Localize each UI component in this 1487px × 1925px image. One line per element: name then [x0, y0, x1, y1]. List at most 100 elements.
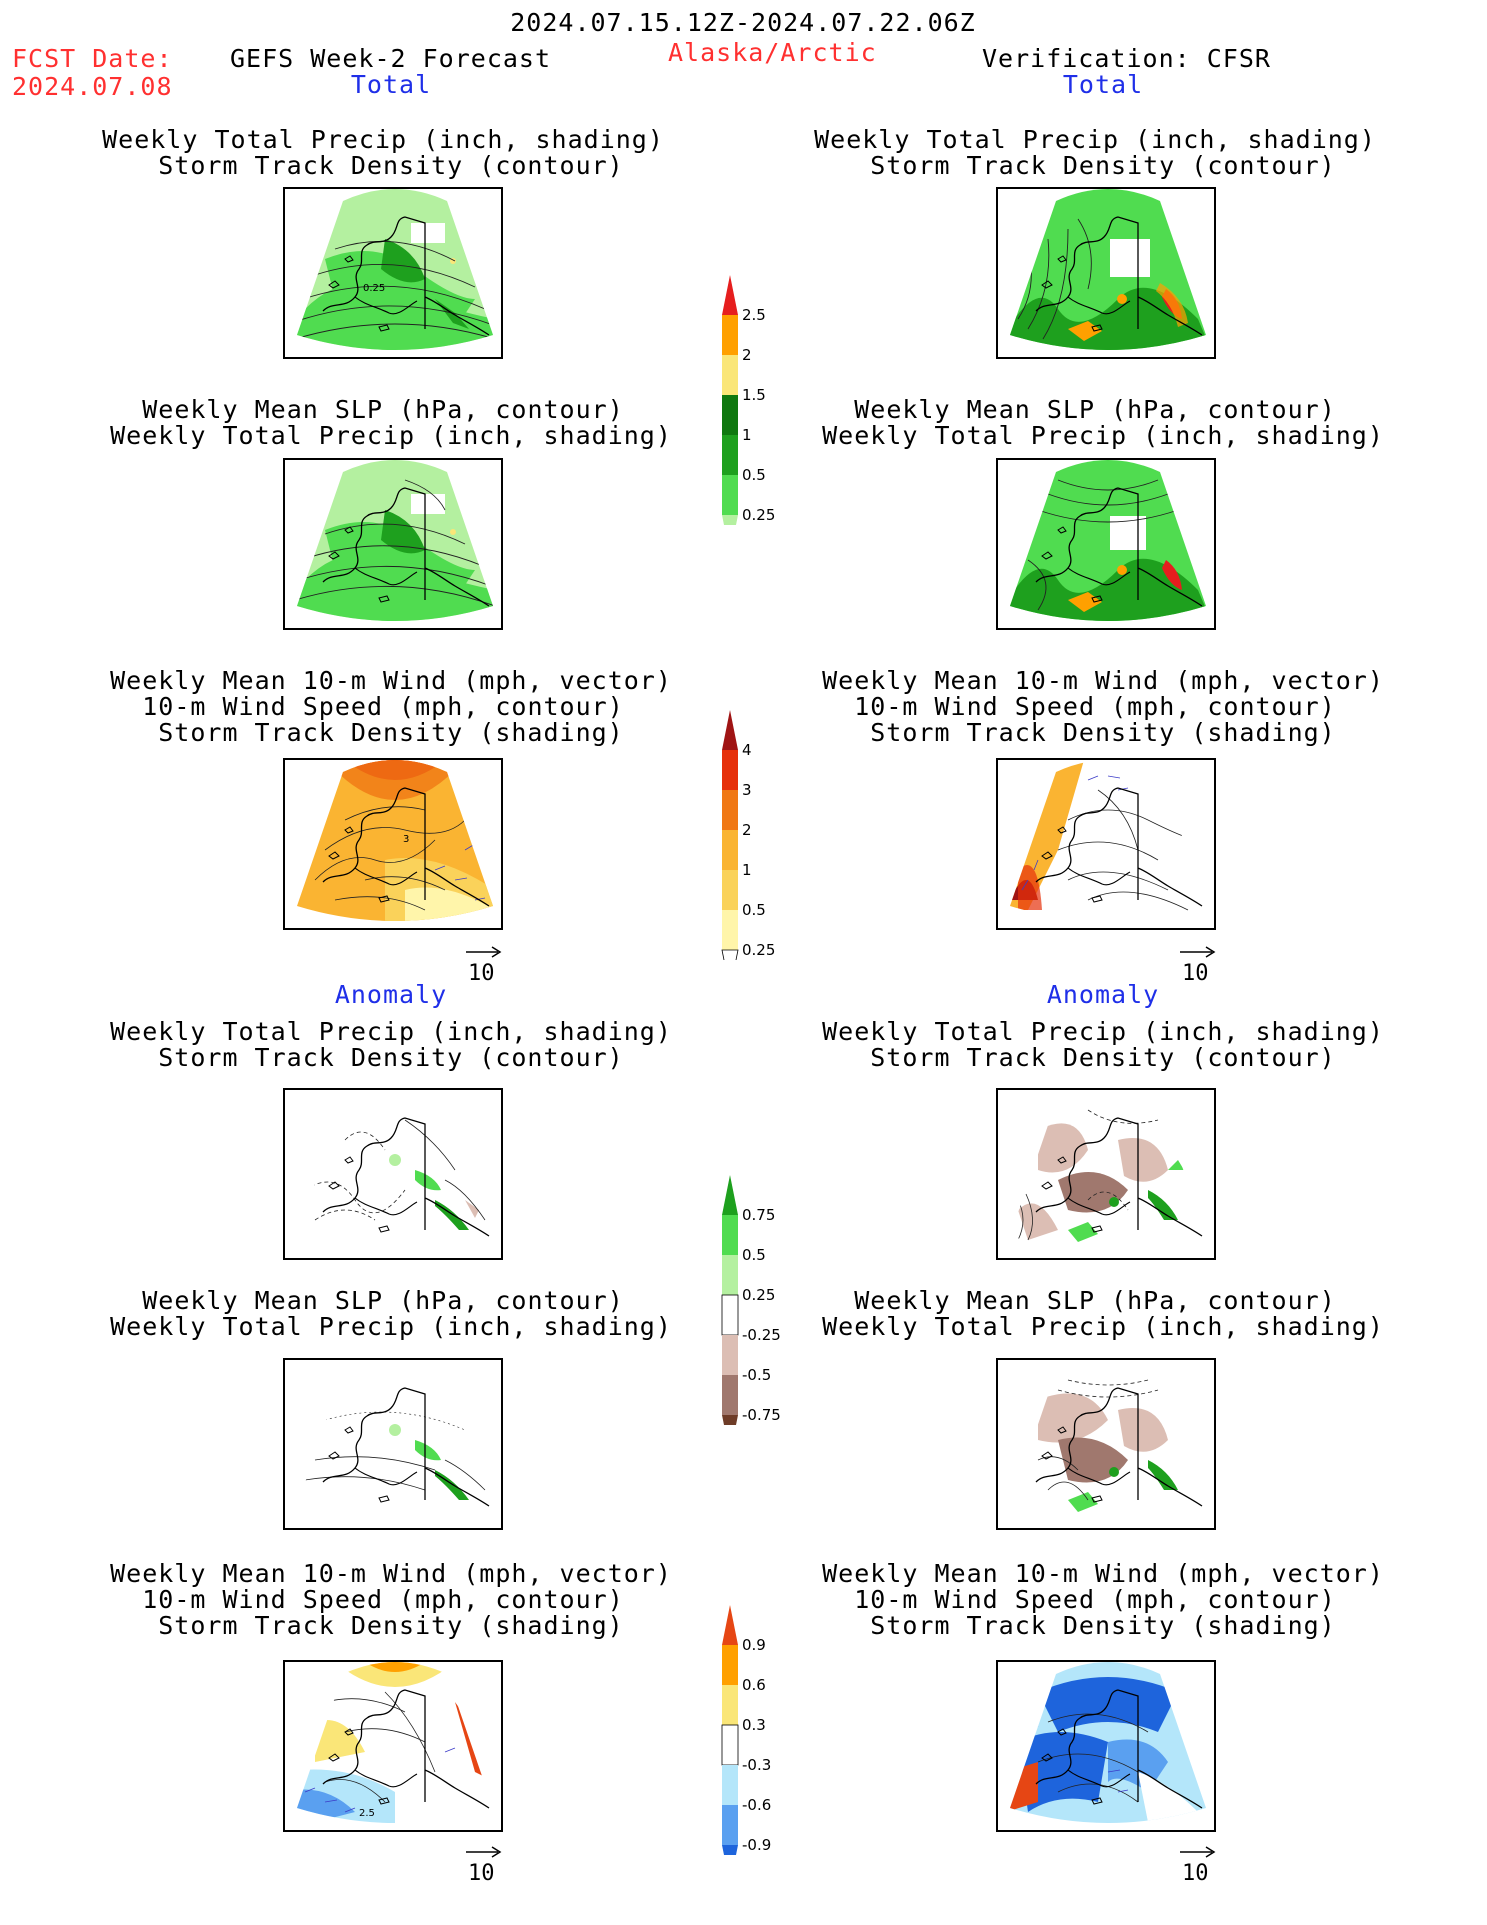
vector-reference-label: 10: [1182, 961, 1209, 986]
map-total-precip-track-cfsr: [996, 187, 1216, 359]
map-anomaly-slp-precip-cfsr: [996, 1358, 1216, 1530]
colorbar-swatch: [722, 1375, 738, 1415]
vector-reference-label: 10: [468, 1861, 495, 1886]
title-precip-track-line2: Storm Track Density (contour): [870, 151, 1336, 180]
fcst-label: FCST Date:: [12, 44, 173, 73]
colorbar-swatch: [721, 1724, 739, 1766]
colorbar-storm-track-total: 0.25 0.5 1 2 3 4: [721, 710, 775, 960]
colorbar-swatch: [722, 1805, 738, 1845]
title-wind-track-line3: Storm Track Density (shading): [870, 718, 1336, 747]
title-wind-track-line1: Weekly Mean 10-m Wind (mph, vector): [822, 666, 1384, 695]
title-slp-precip-line2: Weekly Total Precip (inch, shading): [822, 421, 1384, 450]
title-slp-precip-line1: Weekly Mean SLP (hPa, contour): [854, 1286, 1336, 1315]
colorbar-swatch: [722, 1685, 738, 1725]
title-slp-precip-line2: Weekly Total Precip (inch, shading): [110, 1312, 672, 1341]
map-anomaly-precip-track-cfsr: [996, 1088, 1216, 1260]
colorbar-swatch: [722, 710, 738, 750]
colorbar-swatch: [722, 315, 738, 355]
colorbar-precip-total: 0.25 0.5 1 1.5 2 2.5: [722, 275, 775, 525]
colorbar-tick-label: -0.75: [742, 1406, 781, 1424]
title-wind-track-line1: Weekly Mean 10-m Wind (mph, vector): [110, 1559, 672, 1588]
title-wind-track-line2: 10-m Wind Speed (mph, contour): [854, 1585, 1336, 1614]
colorbar-tick-label: 0.25: [742, 1286, 775, 1304]
vector-reference-arrow: 10: [466, 946, 502, 986]
title-wind-track-line1: Weekly Mean 10-m Wind (mph, vector): [110, 666, 672, 695]
colorbar-tick-label: 1: [742, 861, 752, 879]
fcst-date: 2024.07.08: [12, 72, 173, 101]
title-wind-track-line3: Storm Track Density (shading): [158, 1611, 624, 1640]
title-precip-track-line1: Weekly Total Precip (inch, shading): [110, 1017, 672, 1046]
colorbar-swatch: [722, 1215, 738, 1255]
map-total-wind-track-cfsr: [996, 758, 1216, 930]
section-anomaly-left: Anomaly: [334, 980, 448, 1009]
colorbar-swatch: [722, 910, 738, 950]
colorbar-swatch: [722, 355, 738, 395]
colorbar-swatch: [722, 1645, 738, 1685]
map-total-wind-track-gefs: 3: [283, 758, 503, 930]
title-precip-track-line1: Weekly Total Precip (inch, shading): [822, 1017, 1384, 1046]
title-precip-track-line2: Storm Track Density (contour): [158, 151, 624, 180]
vector-reference-arrow: 10: [1180, 1846, 1216, 1886]
vector-reference-label: 10: [1182, 1861, 1209, 1886]
title-wind-track-line3: Storm Track Density (shading): [870, 1611, 1336, 1640]
colorbar-tick-label: 0.5: [742, 901, 766, 919]
contour-label: 2.5: [359, 1808, 375, 1819]
colorbar-tick-label: 4: [742, 741, 752, 759]
region-label: Alaska/Arctic: [668, 38, 877, 67]
title-precip-track-line1: Weekly Total Precip (inch, shading): [102, 125, 664, 154]
colorbar-swatch: [722, 790, 738, 830]
vector-reference-arrow: 10: [466, 1846, 502, 1886]
title-wind-track-line3: Storm Track Density (shading): [158, 718, 624, 747]
map-total-slp-precip-gefs: [283, 458, 503, 630]
colorbar-tick-label: 0.6: [742, 1676, 766, 1694]
colorbar-swatch: [722, 1255, 738, 1295]
colorbar-tick-label: 0.25: [742, 506, 775, 524]
title-precip-track-line2: Storm Track Density (contour): [158, 1043, 624, 1072]
map-total-slp-precip-cfsr: [996, 458, 1216, 630]
colorbar-tick-label: 0.9: [742, 1636, 766, 1654]
colorbar-tick-label: -0.6: [742, 1796, 771, 1814]
map-anomaly-wind-track-cfsr: [996, 1660, 1216, 1832]
colorbar-swatch: [722, 1415, 738, 1425]
date-range: 2024.07.15.12Z-2024.07.22.06Z: [510, 8, 976, 37]
colorbar-tick-label: -0.9: [742, 1836, 771, 1854]
colorbar-swatch: [721, 1294, 739, 1336]
colorbar-swatch: [721, 949, 739, 960]
map-anomaly-wind-track-gefs: 2.5: [283, 1660, 503, 1832]
colorbar-swatch: [722, 1335, 738, 1375]
title-slp-precip-line1: Weekly Mean SLP (hPa, contour): [142, 395, 624, 424]
colorbar-tick-label: 0.5: [742, 1246, 766, 1264]
section-anomaly-right: Anomaly: [1046, 980, 1160, 1009]
section-total-left: Total: [350, 70, 432, 99]
colorbar-swatch: [722, 1845, 738, 1855]
title-wind-track-line2: 10-m Wind Speed (mph, contour): [142, 692, 624, 721]
title-slp-precip-line2: Weekly Total Precip (inch, shading): [110, 421, 672, 450]
title-wind-track-line2: 10-m Wind Speed (mph, contour): [142, 1585, 624, 1614]
colorbar-swatch: [722, 830, 738, 870]
title-slp-precip-line1: Weekly Mean SLP (hPa, contour): [854, 395, 1336, 424]
colorbar-swatch: [722, 275, 738, 315]
title-wind-track-line2: 10-m Wind Speed (mph, contour): [854, 692, 1336, 721]
map-total-precip-track-gefs: 0.25: [283, 187, 503, 359]
vector-reference-arrow: 10: [1180, 946, 1216, 986]
colorbar-swatch: [722, 475, 738, 515]
verification-label: Verification: CFSR: [982, 44, 1271, 73]
colorbar-swatch: [722, 395, 738, 435]
colorbar-tick-label: 2.5: [742, 306, 766, 324]
colorbar-tick-label: 1.5: [742, 386, 766, 404]
colorbar-tick-label: 1: [742, 426, 752, 444]
colorbar-storm-track-anomaly: -0.9 -0.6 -0.3 0.3 0.6 0.9: [721, 1605, 771, 1855]
colorbar-tick-label: -0.5: [742, 1366, 771, 1384]
colorbar-tick-label: 3: [742, 781, 752, 799]
colorbar-swatch: [722, 1765, 738, 1805]
contour-label: 3: [403, 834, 409, 845]
colorbar-swatch: [722, 1605, 738, 1645]
colorbar-tick-label: 2: [742, 346, 752, 364]
section-total-right: Total: [1062, 70, 1144, 99]
colorbar-tick-label: -0.25: [742, 1326, 781, 1344]
colorbar-swatch: [722, 750, 738, 790]
colorbar-tick-label: 0.75: [742, 1206, 775, 1224]
title-slp-precip-line2: Weekly Total Precip (inch, shading): [822, 1312, 1384, 1341]
contour-label: 0.25: [363, 283, 385, 294]
vector-reference-label: 10: [468, 961, 495, 986]
